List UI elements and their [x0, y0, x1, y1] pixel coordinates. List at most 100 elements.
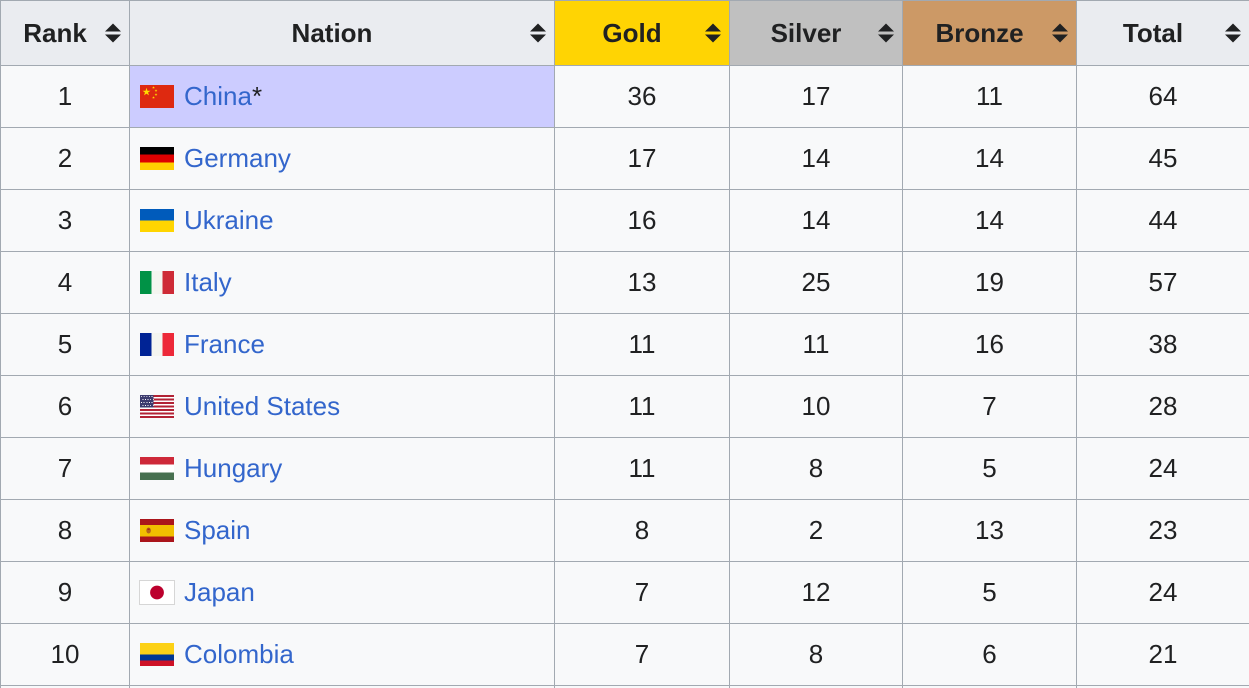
gold-cell: 8 [554, 499, 730, 562]
bronze-cell: 14 [902, 127, 1077, 190]
nation-link[interactable]: Germany [184, 143, 291, 173]
column-header-silver[interactable]: Silver [729, 0, 903, 66]
bronze-cell: 11 [902, 65, 1077, 128]
bronze-cell: 7 [902, 375, 1077, 438]
column-label-bronze: Bronze [935, 17, 1024, 48]
silver-cell: 2 [729, 499, 903, 562]
rank-cell: 3 [0, 189, 130, 252]
nation-link[interactable]: United States [184, 391, 341, 421]
column-header-nation[interactable]: Nation [129, 0, 555, 66]
rank-cell: 1 [0, 65, 130, 128]
gold-cell: 11 [554, 313, 730, 376]
flag-italy-icon [140, 271, 174, 294]
flag-united-states-icon [140, 395, 174, 418]
silver-cell: 11 [729, 313, 903, 376]
nation-link[interactable]: Colombia [184, 639, 294, 669]
table-body: 1 China* 36 17 11 64 2 Germany 17 14 14 45 3 Ukraine 1… [0, 65, 1249, 688]
gold-cell: 16 [554, 189, 730, 252]
column-header-total[interactable]: Total [1076, 0, 1249, 66]
table-row: 6 United States 11 10 7 28 [0, 375, 1249, 438]
column-header-rank[interactable]: Rank [0, 0, 130, 66]
rank-cell: 9 [0, 561, 130, 624]
flag-colombia-icon [140, 643, 174, 666]
sort-icon [105, 23, 121, 43]
flag-china-icon [140, 85, 174, 108]
nation-cell: United States [129, 375, 555, 438]
sort-icon [530, 23, 546, 43]
bronze-cell: 19 [902, 251, 1077, 314]
table-row: 3 Ukraine 16 14 14 44 [0, 189, 1249, 252]
nation-cell: China* [129, 65, 555, 128]
column-label-total: Total [1122, 17, 1184, 48]
host-nation-asterisk: * [251, 81, 263, 111]
nation-link[interactable]: China [184, 81, 252, 111]
flag-spain-icon [140, 519, 174, 542]
rank-cell: 8 [0, 499, 130, 562]
rank-cell: 2 [0, 127, 130, 190]
nation-cell: Colombia [129, 623, 555, 686]
table-row-partial [0, 685, 1249, 688]
sort-icon [705, 23, 721, 43]
column-label-silver: Silver [770, 17, 842, 48]
total-cell: 28 [1076, 375, 1249, 438]
table-row: 1 China* 36 17 11 64 [0, 65, 1249, 128]
flag-france-icon [140, 333, 174, 356]
silver-cell: 8 [729, 623, 903, 686]
total-cell: 64 [1076, 65, 1249, 128]
nation-link[interactable]: France [184, 329, 265, 359]
header-row: Rank Nation Gold Silver Bronze [0, 0, 1249, 66]
nation-cell: Ukraine [129, 189, 555, 252]
column-header-bronze[interactable]: Bronze [902, 0, 1077, 66]
gold-cell: 7 [554, 623, 730, 686]
table-row: 5 France 11 11 16 38 [0, 313, 1249, 376]
nation-cell: Hungary [129, 437, 555, 500]
column-label-rank: Rank [23, 17, 87, 48]
table-row: 4 Italy 13 25 19 57 [0, 251, 1249, 314]
nation-link[interactable]: Spain [184, 515, 251, 545]
rank-cell: 4 [0, 251, 130, 314]
bronze-cell: 5 [902, 437, 1077, 500]
column-label-gold: Gold [602, 17, 662, 48]
table-row: 9 Japan 7 12 5 24 [0, 561, 1249, 624]
column-header-gold[interactable]: Gold [554, 0, 730, 66]
total-cell: 57 [1076, 251, 1249, 314]
nation-link[interactable]: Hungary [184, 453, 283, 483]
column-label-nation: Nation [291, 17, 373, 48]
table-row: 2 Germany 17 14 14 45 [0, 127, 1249, 190]
sort-icon [1225, 23, 1241, 43]
sort-icon [1052, 23, 1068, 43]
silver-cell: 14 [729, 127, 903, 190]
nation-link[interactable]: Japan [184, 577, 255, 607]
flag-germany-icon [140, 147, 174, 170]
nation-cell: Japan [129, 561, 555, 624]
flag-hungary-icon [140, 457, 174, 480]
silver-cell: 17 [729, 65, 903, 128]
table-row: 10 Colombia 7 8 6 21 [0, 623, 1249, 686]
nation-link[interactable]: Italy [184, 267, 232, 297]
total-cell: 38 [1076, 313, 1249, 376]
table-row: 7 Hungary 11 8 5 24 [0, 437, 1249, 500]
total-cell: 21 [1076, 623, 1249, 686]
sort-icon [878, 23, 894, 43]
nation-link[interactable]: Ukraine [184, 205, 274, 235]
nation-cell: Italy [129, 251, 555, 314]
nation-cell: France [129, 313, 555, 376]
bronze-cell: 6 [902, 623, 1077, 686]
bronze-cell: 5 [902, 561, 1077, 624]
total-cell: 45 [1076, 127, 1249, 190]
nation-cell: Spain [129, 499, 555, 562]
gold-cell: 36 [554, 65, 730, 128]
flag-ukraine-icon [140, 209, 174, 232]
gold-cell: 13 [554, 251, 730, 314]
bronze-cell: 13 [902, 499, 1077, 562]
total-cell: 23 [1076, 499, 1249, 562]
total-cell: 24 [1076, 561, 1249, 624]
bronze-cell: 16 [902, 313, 1077, 376]
bronze-cell: 14 [902, 189, 1077, 252]
silver-cell: 14 [729, 189, 903, 252]
rank-cell: 10 [0, 623, 130, 686]
rank-cell: 6 [0, 375, 130, 438]
gold-cell: 7 [554, 561, 730, 624]
nation-cell: Germany [129, 127, 555, 190]
